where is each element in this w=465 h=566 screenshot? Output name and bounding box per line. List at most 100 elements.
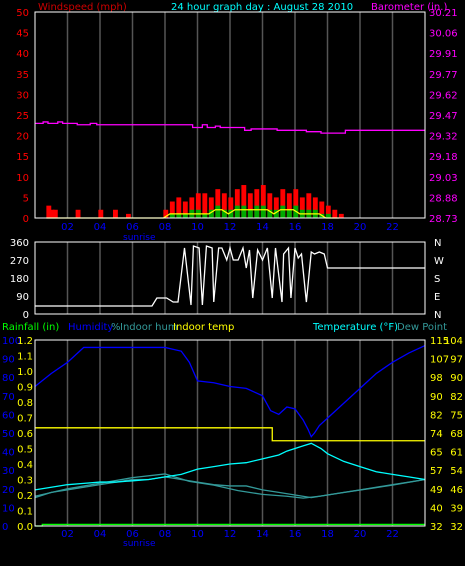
rainfall-tick-label: 0.6 [17,429,33,440]
compass-tick-label: S [434,274,440,285]
gust-bar [338,213,344,218]
barometer-tick-label: 29.62 [429,90,458,101]
gust-bar [221,193,227,218]
average-bar [280,205,286,218]
gust-bar [52,209,58,218]
average-bar [325,213,331,218]
wind-tick-label: 35 [16,70,29,81]
humidity-tick-label: 40 [2,448,15,459]
gust-bar [234,189,240,218]
x-tick-label: 06 [126,529,139,540]
wind-tick-label: 45 [16,29,29,40]
rainfall-tick-label: 0.3 [17,476,33,487]
indoor-temp-tick-label: 98 [430,373,443,384]
gust-bar [267,193,273,218]
temperature-tick-label: 75 [450,410,463,421]
indoor-temp-tick-label: 40 [430,503,443,514]
x-tick-label: 12 [224,222,237,233]
direction-tick-label: 180 [10,274,29,285]
gust-bar [299,197,305,218]
average-bar [208,209,214,218]
climate-panel-border [34,339,426,527]
wind-tick-label: 20 [16,132,29,143]
x-tick-label: 02 [61,222,74,233]
x-tick-label: 16 [289,222,302,233]
indoor-temp-tick-label: 74 [430,429,443,440]
average-bar [221,209,227,218]
gust-bar [75,209,81,218]
rainfall-tick-label: 0.4 [17,460,33,471]
direction-tick-label: 360 [10,238,29,249]
barometer-tick-label: 29.91 [429,49,458,60]
indoor-temp-tick-label: 82 [430,410,443,421]
gust-bar [126,213,131,218]
average-bar [260,205,266,218]
gust-bar [163,209,169,218]
direction-line-group [35,245,425,307]
gust-bar [273,197,279,218]
x-tick-label: 14 [256,222,269,233]
rainfall-tick-label: 0.9 [17,383,33,394]
x-tick-label: 06 [126,222,139,233]
x-tick-label: 04 [94,529,107,540]
barometer-tick-label: 29.77 [429,70,458,81]
indoor-temp-legend: Indoor temp [173,322,234,333]
average-bar [176,213,182,218]
wind-tick-label: 5 [23,193,29,204]
gust-bar [332,209,338,218]
x-tick-label: 10 [191,529,204,540]
gust-bar [208,197,214,218]
indoor-temp-tick-label: 115 [430,336,449,347]
x-tick-label: 12 [224,529,237,540]
wind-tick-label: 0 [23,214,29,225]
barometer-tick-label: 29.32 [429,132,458,143]
average-bar [215,205,221,218]
gust-bar [176,197,182,218]
gust-bar [98,209,104,218]
gust-bar [280,189,286,218]
rainfall-tick-label: 0.5 [17,445,33,456]
direction-line [35,245,425,307]
wind-x-axis: 02 04 06 08 10 12 14 16 18 20 22 [61,222,399,233]
rainfall-tick-label: 1.1 [17,352,33,363]
barometer-tick-label: 29.18 [429,152,458,163]
temperature-tick-label: 46 [450,485,463,496]
indoor-temp-tick-label: 49 [430,485,443,496]
average-bar [234,205,240,218]
wind-tick-label: 25 [16,111,29,122]
wind-tick-label: 15 [16,152,29,163]
percent-legend: % [111,322,121,333]
humidity-tick-label: 100 [2,336,21,347]
gust-bar [182,201,188,218]
wind-panel-border [34,11,426,219]
indoor-temp-tick-label: 90 [430,392,443,403]
gust-bar [286,193,292,218]
temperature-line [34,442,426,491]
direction-tick-label: 270 [10,256,29,267]
temperature-tick-label: 90 [450,373,463,384]
climate-grid [66,340,394,526]
direction-panel-border [34,241,426,315]
barometer-tick-label: 30.06 [429,29,458,40]
gust-bar [49,209,55,218]
average-bar [241,205,247,218]
average-bar [286,209,292,218]
wind-tick-label: 10 [16,173,29,184]
x-tick-label: 18 [321,222,334,233]
humidity-tick-label: 0 [2,522,8,533]
indoor-temp-tick-label: 107 [430,355,449,366]
direction-grid [66,242,394,314]
average-bar [182,213,188,218]
indoor-temp-line [35,427,425,442]
wind-bars [46,185,344,219]
compass-tick-label: N [434,238,441,249]
humidity-legend: Humidity [68,322,113,333]
temperature-tick-label: 32 [450,522,463,533]
temperature-tick-label: 97 [450,355,463,366]
